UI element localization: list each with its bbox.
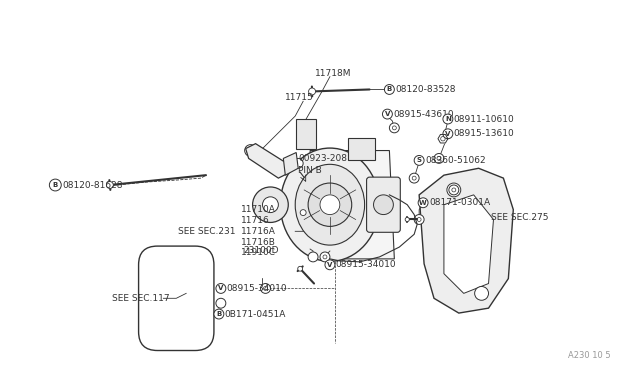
Circle shape — [389, 123, 399, 133]
Text: 08915-43610: 08915-43610 — [394, 110, 454, 119]
Circle shape — [443, 129, 453, 139]
Circle shape — [214, 309, 224, 319]
FancyBboxPatch shape — [139, 246, 214, 350]
Circle shape — [443, 114, 453, 124]
Polygon shape — [419, 168, 513, 313]
Circle shape — [323, 255, 327, 259]
Circle shape — [392, 126, 396, 130]
Circle shape — [320, 252, 330, 262]
Text: 11910C: 11910C — [241, 248, 276, 257]
Ellipse shape — [295, 164, 365, 245]
Text: 11716A: 11716A — [241, 227, 276, 236]
Text: 23100D: 23100D — [243, 246, 278, 254]
Text: 08120-83528: 08120-83528 — [396, 85, 456, 94]
Circle shape — [405, 217, 410, 222]
Circle shape — [441, 137, 445, 141]
Text: B: B — [387, 86, 392, 93]
Circle shape — [216, 298, 226, 308]
Text: V: V — [327, 262, 333, 268]
Polygon shape — [444, 195, 493, 294]
Circle shape — [308, 183, 352, 227]
Circle shape — [260, 283, 271, 294]
Text: V: V — [445, 131, 451, 137]
Circle shape — [418, 198, 428, 208]
Circle shape — [298, 266, 303, 271]
Circle shape — [449, 185, 459, 195]
Text: 11715: 11715 — [285, 93, 314, 102]
Circle shape — [434, 154, 444, 163]
Circle shape — [320, 195, 340, 215]
Text: PIN B: PIN B — [298, 166, 322, 175]
Circle shape — [447, 183, 461, 197]
Polygon shape — [438, 134, 448, 143]
Text: N: N — [445, 116, 451, 122]
Circle shape — [277, 161, 289, 173]
Text: 08915-13610: 08915-13610 — [454, 129, 515, 138]
Circle shape — [385, 84, 394, 94]
Text: 11718M: 11718M — [315, 69, 351, 78]
Ellipse shape — [280, 148, 380, 262]
Circle shape — [452, 188, 456, 192]
Circle shape — [349, 144, 360, 154]
Text: 00923-2081A: 00923-2081A — [298, 154, 359, 163]
Text: B: B — [52, 182, 58, 188]
Circle shape — [325, 260, 335, 270]
Text: 11716B: 11716B — [241, 238, 276, 247]
Text: 0B171-0451A: 0B171-0451A — [225, 310, 286, 318]
Text: 08171-0301A: 08171-0301A — [429, 198, 490, 207]
Polygon shape — [296, 119, 316, 148]
Circle shape — [216, 283, 226, 294]
Circle shape — [363, 144, 372, 154]
Circle shape — [244, 145, 257, 157]
Text: A230 10 5: A230 10 5 — [568, 351, 611, 360]
Circle shape — [300, 210, 306, 215]
Text: 08120-81628: 08120-81628 — [62, 180, 123, 189]
Circle shape — [414, 215, 424, 224]
Circle shape — [264, 286, 268, 291]
Circle shape — [475, 286, 488, 300]
Circle shape — [302, 137, 310, 145]
Text: SEE SEC.231: SEE SEC.231 — [178, 227, 236, 236]
Text: SEE SEC.275: SEE SEC.275 — [490, 213, 548, 222]
Text: W: W — [419, 200, 427, 206]
Circle shape — [412, 176, 416, 180]
Circle shape — [253, 187, 288, 222]
Polygon shape — [348, 138, 374, 160]
Text: 08915-34010: 08915-34010 — [336, 260, 397, 269]
Circle shape — [374, 195, 394, 215]
Circle shape — [409, 173, 419, 183]
Polygon shape — [284, 153, 298, 175]
Circle shape — [106, 182, 113, 189]
Circle shape — [262, 197, 278, 212]
Circle shape — [308, 88, 316, 95]
Circle shape — [302, 122, 310, 130]
Text: B: B — [216, 311, 221, 317]
Polygon shape — [310, 151, 394, 259]
FancyBboxPatch shape — [367, 177, 400, 232]
Text: 08915-34010: 08915-34010 — [227, 284, 287, 293]
Text: SEE SEC.117: SEE SEC.117 — [112, 294, 170, 303]
Text: 11710A: 11710A — [241, 205, 276, 214]
Circle shape — [437, 157, 441, 160]
Text: V: V — [218, 285, 223, 291]
Text: V: V — [385, 111, 390, 117]
Circle shape — [49, 179, 61, 191]
Text: S: S — [417, 157, 422, 163]
Text: 08360-51062: 08360-51062 — [425, 156, 486, 165]
Text: 08911-10610: 08911-10610 — [454, 115, 515, 124]
Circle shape — [417, 218, 421, 221]
Circle shape — [383, 109, 392, 119]
Circle shape — [293, 158, 303, 168]
Circle shape — [308, 252, 318, 262]
Circle shape — [414, 155, 424, 165]
Polygon shape — [246, 144, 291, 178]
Text: 11716: 11716 — [241, 216, 269, 225]
